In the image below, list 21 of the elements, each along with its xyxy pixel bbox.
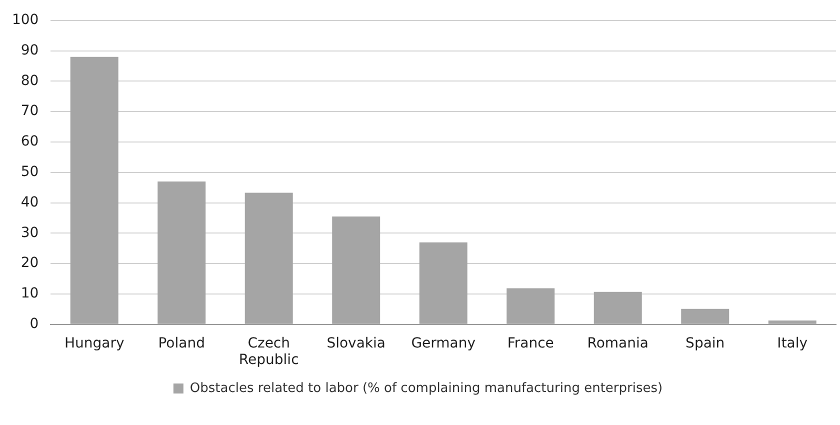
y-tick-label: 30	[20, 224, 39, 241]
y-tick-label: 100	[12, 12, 39, 28]
y-tick-label: 20	[20, 255, 39, 272]
x-tick-label: Slovakia	[326, 335, 386, 352]
x-tick-label: Czech Republic	[238, 335, 299, 368]
y-tick-label: 0	[30, 316, 39, 332]
x-tick-label: Romania	[587, 335, 648, 352]
x-tick-label: Spain	[686, 335, 725, 352]
y-tick-label: 90	[20, 42, 39, 58]
x-tick-label: Italy	[777, 335, 808, 352]
y-tick-label: 60	[20, 134, 39, 150]
y-tick-label: 50	[20, 164, 39, 180]
x-tick-label: Germany	[411, 335, 476, 352]
x-tick-label: Poland	[158, 335, 205, 352]
x-tick-label: Hungary	[64, 335, 124, 352]
y-tick-label: 80	[20, 72, 39, 89]
x-tick-label: France	[507, 335, 554, 352]
y-tick-label: 70	[20, 103, 39, 120]
legend-label: Obstacles related to labor (% of complaining manufacturing enterprises)	[190, 380, 663, 396]
y-tick-label: 10	[20, 286, 39, 302]
y-tick-label: 40	[20, 194, 39, 210]
